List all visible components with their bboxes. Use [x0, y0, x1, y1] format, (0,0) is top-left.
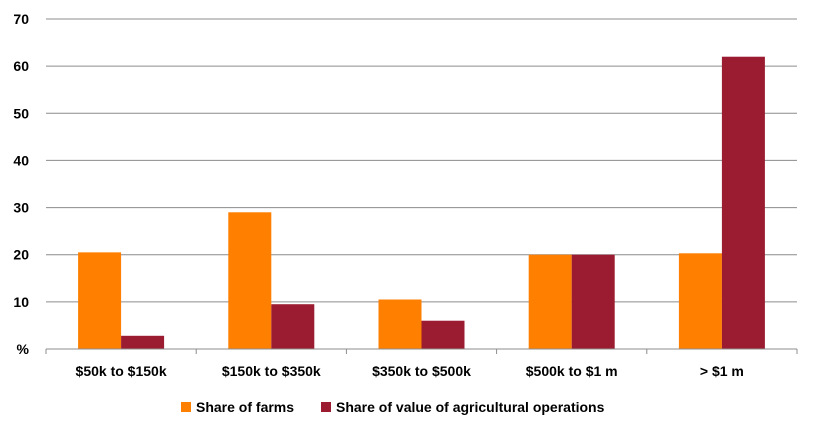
bar-share-of-value-3: [571, 254, 615, 349]
y-tick-label: 60: [13, 58, 29, 74]
y-axis-tick-labels: % 10 20 30 40 50 60 70: [13, 11, 29, 357]
y-tick-label: 40: [13, 152, 29, 168]
bars: [78, 56, 765, 349]
bar-share-of-farms-4: [678, 253, 722, 349]
x-category-label: $150k to $350k: [222, 363, 321, 379]
x-axis: [45, 348, 798, 354]
legend: Share of farms Share of value of agricult…: [181, 399, 605, 415]
bar-share-of-farms-3: [528, 254, 572, 349]
bar-share-of-farms-1: [228, 212, 272, 349]
y-tick-label: 30: [13, 200, 29, 216]
bar-share-of-farms-0: [78, 252, 122, 349]
x-category-label: $350k to $500k: [372, 363, 471, 379]
y-tick-label: 70: [13, 11, 29, 27]
y-tick-label: %: [17, 341, 30, 357]
bar-share-of-value-2: [421, 320, 465, 349]
x-axis-category-labels: $50k to $150k $150k to $350k $350k to $500…: [76, 363, 744, 379]
legend-label: Share of value of agricultural operation…: [336, 399, 605, 415]
gridlines: [46, 18, 797, 303]
bar-share-of-value-4: [721, 56, 765, 349]
y-tick-label: 20: [13, 247, 29, 263]
y-tick-label: 10: [13, 294, 29, 310]
x-category-label: $50k to $150k: [76, 363, 167, 379]
legend-label: Share of farms: [196, 399, 294, 415]
legend-swatch: [321, 402, 331, 412]
x-category-label: > $1 m: [700, 363, 744, 379]
legend-swatch: [181, 402, 191, 412]
bar-share-of-value-1: [271, 304, 315, 349]
bar-share-of-value-0: [121, 335, 165, 349]
bar-share-of-farms-2: [378, 299, 422, 349]
x-category-label: $500k to $1 m: [526, 363, 618, 379]
y-tick-label: 50: [13, 105, 29, 121]
